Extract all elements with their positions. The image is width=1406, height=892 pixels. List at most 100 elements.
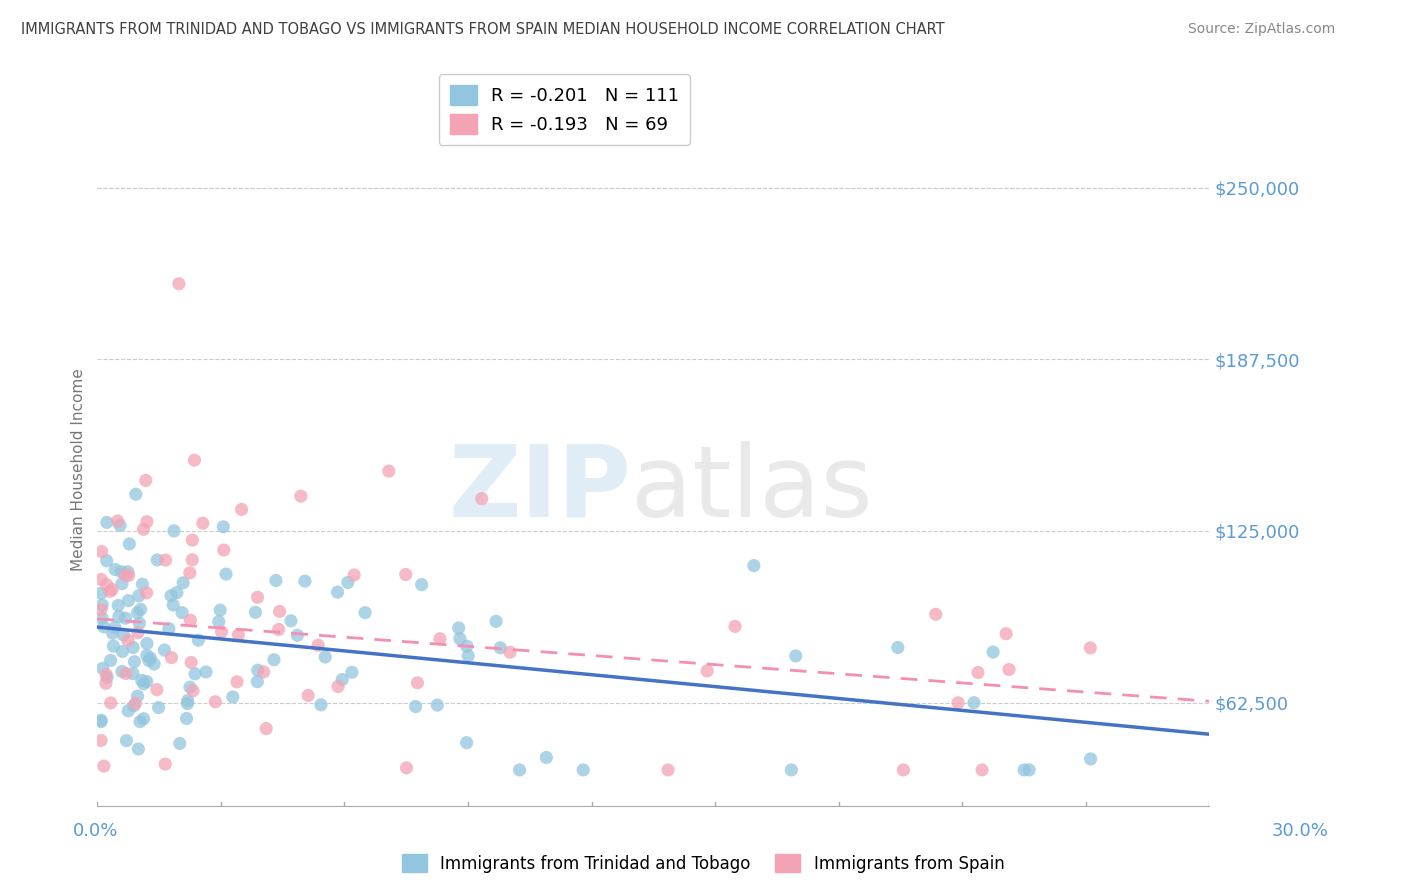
Point [90, 733, 112, 747]
Point [108, 609, 131, 624]
Point [378, 464, 401, 478]
Point [117, 704, 139, 718]
Point [209, 603, 232, 617]
Point [485, 615, 508, 629]
Point [180, 656, 202, 670]
Point [131, 577, 153, 591]
Point [245, 605, 267, 619]
Point [1080, 640, 1102, 655]
Point [114, 568, 136, 582]
Point [246, 663, 269, 677]
Point [893, 763, 915, 777]
Point [107, 599, 129, 613]
Point [970, 763, 993, 777]
Point [114, 666, 136, 681]
Point [309, 698, 332, 712]
Point [280, 614, 302, 628]
Point [946, 696, 969, 710]
Point [139, 651, 162, 665]
Point [108, 518, 131, 533]
Point [155, 553, 177, 567]
Point [326, 680, 349, 694]
Point [103, 639, 125, 653]
Point [509, 763, 531, 777]
Point [90, 586, 112, 600]
Point [98, 584, 121, 599]
Point [228, 628, 250, 642]
Point [998, 663, 1021, 677]
Point [166, 585, 188, 599]
Y-axis label: Median Household Income: Median Household Income [72, 368, 86, 571]
Point [104, 563, 127, 577]
Point [343, 568, 366, 582]
Point [176, 697, 198, 711]
Point [153, 757, 176, 772]
Point [429, 632, 451, 646]
Legend: Immigrants from Trinidad and Tobago, Immigrants from Spain: Immigrants from Trinidad and Tobago, Imm… [395, 847, 1011, 880]
Point [456, 639, 478, 653]
Point [93, 620, 115, 634]
Point [212, 520, 235, 534]
Point [340, 665, 363, 680]
Text: Source: ZipAtlas.com: Source: ZipAtlas.com [1188, 22, 1336, 37]
Point [354, 606, 377, 620]
Point [115, 733, 138, 747]
Point [122, 640, 145, 655]
Point [132, 677, 155, 691]
Point [263, 653, 285, 667]
Point [91, 661, 114, 675]
Point [110, 565, 132, 579]
Point [90, 713, 112, 727]
Point [215, 567, 238, 582]
Point [785, 648, 807, 663]
Point [94, 676, 117, 690]
Point [696, 664, 718, 678]
Point [181, 533, 204, 548]
Point [181, 553, 204, 567]
Point [100, 696, 122, 710]
Point [297, 689, 319, 703]
Point [96, 577, 118, 591]
Point [246, 674, 269, 689]
Point [90, 573, 112, 587]
Point [111, 576, 134, 591]
Point [995, 626, 1018, 640]
Text: 0.0%: 0.0% [73, 822, 118, 840]
Point [287, 628, 309, 642]
Text: ZIP: ZIP [449, 441, 631, 538]
Point [336, 575, 359, 590]
Point [572, 763, 595, 777]
Point [160, 650, 183, 665]
Point [925, 607, 948, 622]
Point [411, 577, 433, 591]
Point [489, 640, 512, 655]
Point [212, 543, 235, 558]
Point [314, 650, 336, 665]
Point [107, 514, 129, 528]
Point [226, 674, 249, 689]
Point [172, 575, 194, 590]
Point [111, 665, 134, 679]
Point [179, 566, 201, 580]
Point [176, 711, 198, 725]
Point [395, 761, 418, 775]
Point [208, 615, 231, 629]
Point [163, 524, 186, 538]
Point [222, 690, 245, 704]
Point [1080, 752, 1102, 766]
Point [135, 474, 157, 488]
Point [176, 693, 198, 707]
Point [211, 624, 233, 639]
Point [146, 553, 169, 567]
Point [91, 598, 114, 612]
Point [135, 515, 157, 529]
Point [447, 621, 470, 635]
Point [471, 491, 494, 506]
Point [195, 665, 218, 679]
Point [183, 453, 205, 467]
Point [124, 655, 146, 669]
Point [187, 633, 209, 648]
Point [131, 673, 153, 688]
Point [456, 736, 478, 750]
Point [148, 700, 170, 714]
